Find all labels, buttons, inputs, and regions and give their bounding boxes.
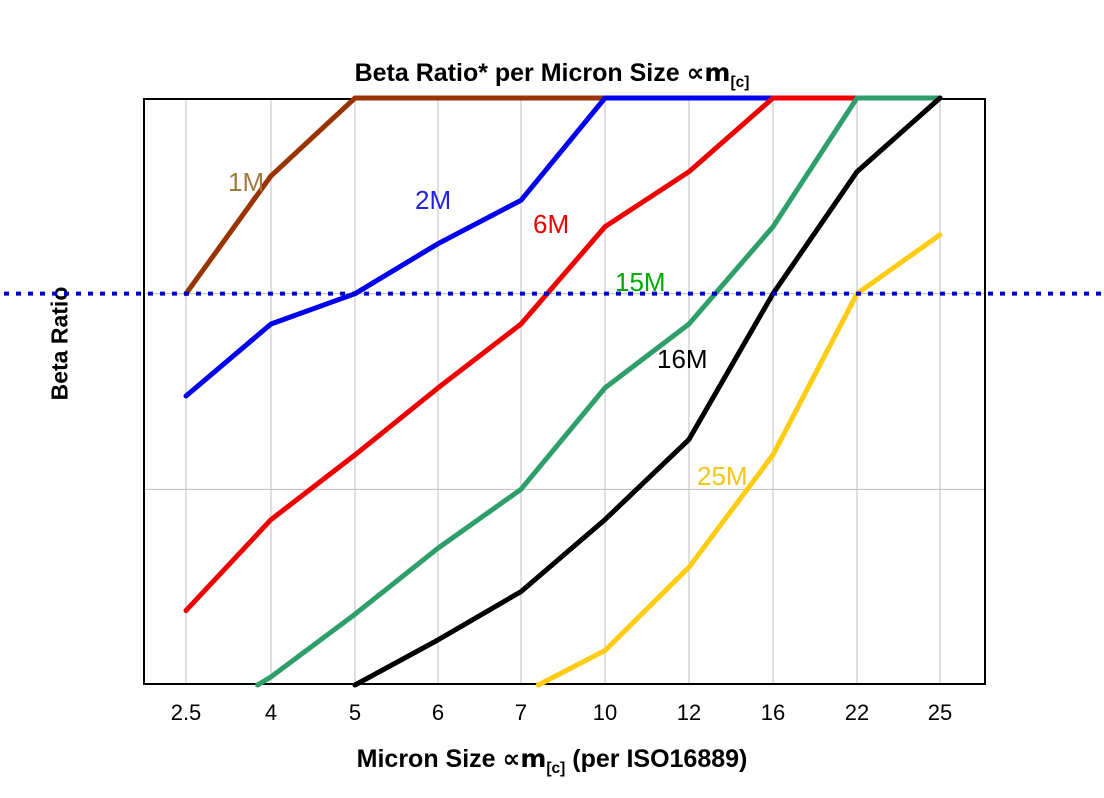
series-label-16M: 16M [657,344,708,374]
plot-svg [4,95,1102,688]
chart-title-symbol: ∝m [686,58,731,87]
series-line-16M [352,95,943,688]
x-tick-label: 2.5 [170,700,202,725]
series-line-25M [535,232,943,688]
x-axis-title-pre: Micron Size [356,745,503,773]
x-tick-label: 16 [760,700,786,725]
x-tick-label: 25 [927,700,953,725]
x-tick-label: 10 [592,700,618,725]
series-line-6M [183,95,943,614]
x-tick-label: 22 [844,700,870,725]
x-tick-label: 7 [514,700,528,725]
series-label-6M: 6M [533,209,570,239]
x-axis-title: Micron Size ∝m[c] (per ISO16889) [0,744,1104,778]
series-label-25M: 25M [697,461,748,491]
x-tick-label: 6 [431,700,445,725]
chart-title-main: Beta Ratio* per Micron Size [354,59,687,87]
x-tick-label: 12 [676,700,702,725]
plot-area [4,95,1102,688]
y-axis-title: Beta Ratio [46,286,73,401]
x-tick-label: 4 [264,700,278,725]
chart-title: Beta Ratio* per Micron Size ∝m[c] [0,58,1104,92]
series-label-2M: 2M [415,185,452,215]
series-label-15M: 15M [615,267,666,297]
series-label-1M: 1M [228,167,265,197]
series-line-15M [255,95,943,688]
x-axis-title-symbol: ∝m [502,744,547,773]
chart-title-subscript: [c] [730,74,750,91]
series-line-1M [183,95,943,297]
x-axis-title-subscript: [c] [546,760,566,777]
x-axis-title-post: (per ISO16889) [565,745,748,773]
x-tick-label: 5 [348,700,362,725]
